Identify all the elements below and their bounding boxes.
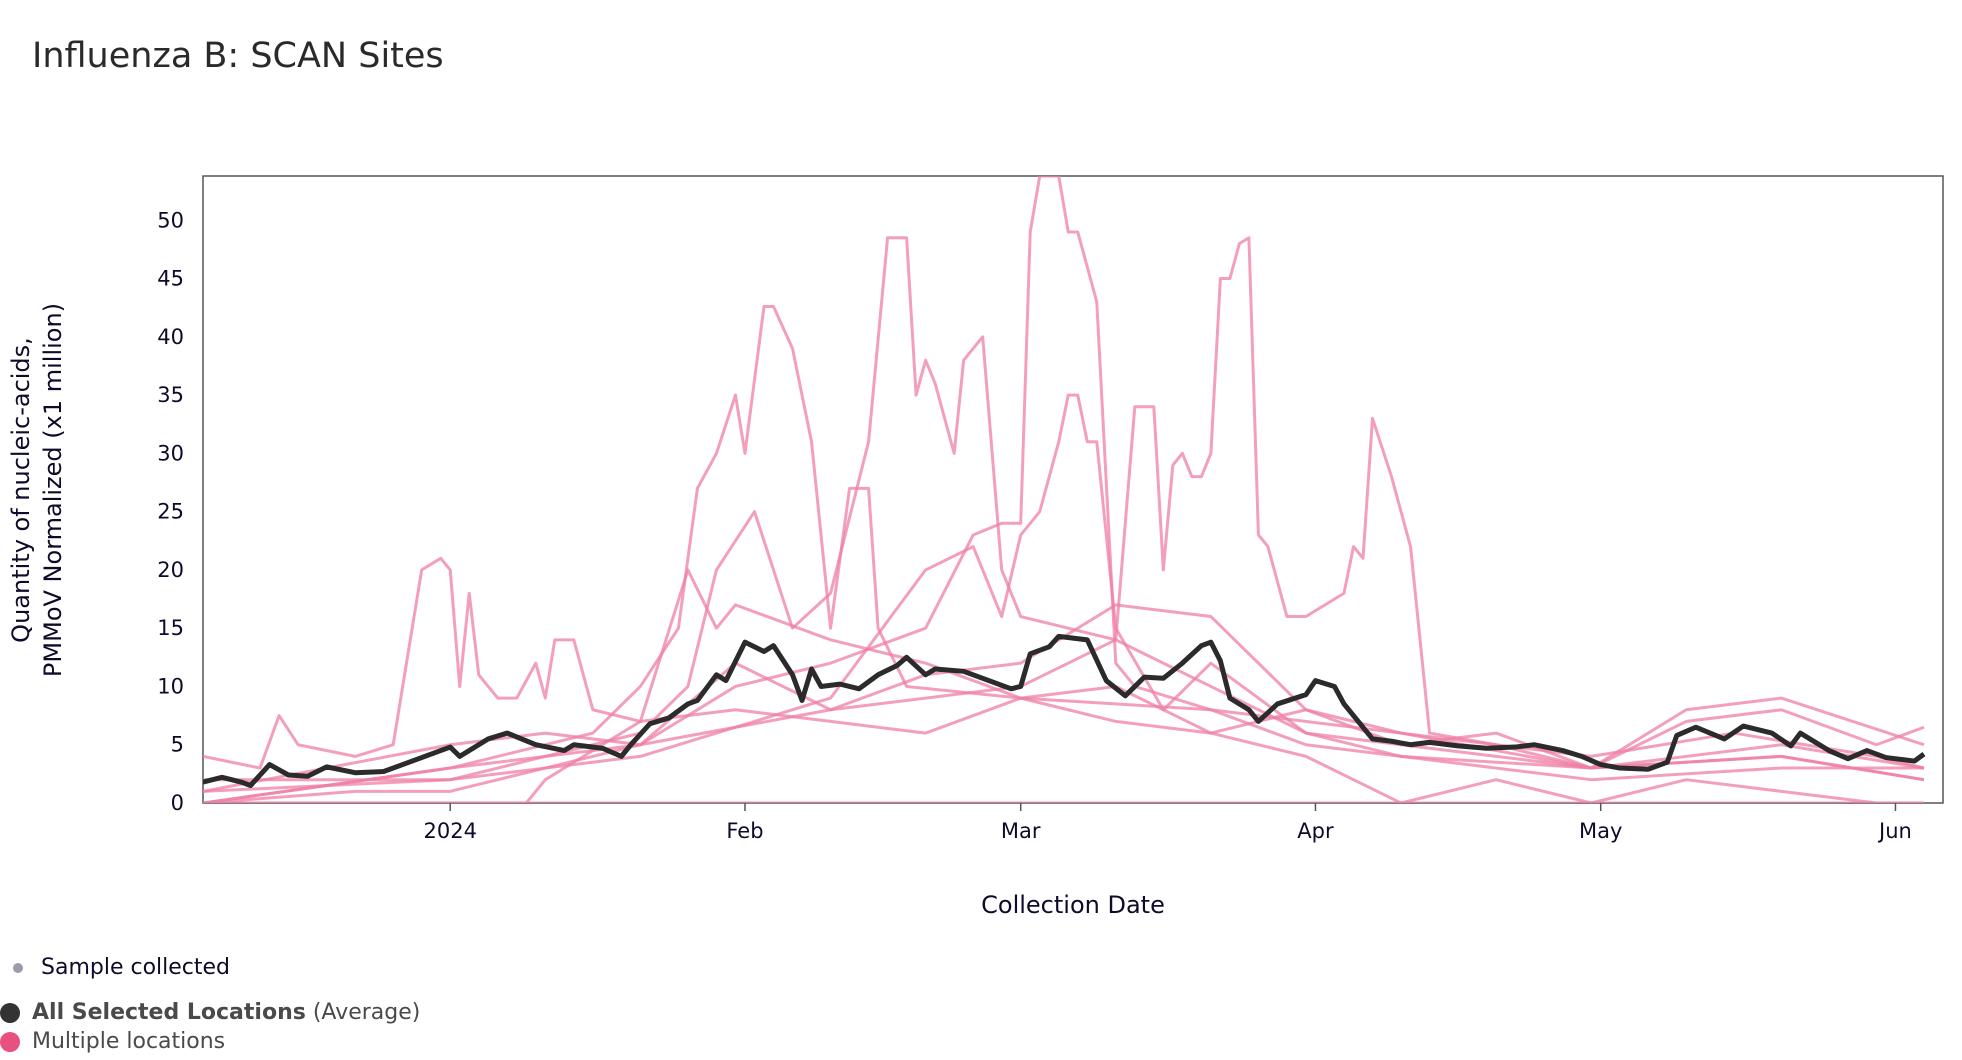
y-tick-label: 45 <box>157 267 184 291</box>
y-axis-label-line1: Quantity of nucleic-acids, <box>7 337 35 643</box>
y-tick-label: 20 <box>157 558 184 582</box>
y-tick-label: 30 <box>157 441 184 465</box>
y-tick-label: 50 <box>157 208 184 232</box>
location-series-line-8[interactable] <box>203 603 1925 793</box>
y-tick-label: 5 <box>171 733 184 757</box>
x-tick-label: Mar <box>1001 819 1041 843</box>
x-tick-label: May <box>1579 819 1622 843</box>
x-tick-label: 2024 <box>423 819 476 843</box>
legend-multiple-label: Multiple locations <box>32 1029 226 1054</box>
y-tick-label: 40 <box>157 325 184 349</box>
y-tick-label: 25 <box>157 500 184 524</box>
location-series-line-1[interactable] <box>203 176 1924 803</box>
x-axis-label: Collection Date <box>981 891 1165 919</box>
legend-sample-label: Sample collected <box>41 955 231 980</box>
chart-title: Influenza B: SCAN Sites <box>32 36 444 76</box>
x-tick-label: Feb <box>726 819 763 843</box>
location-series-line-4[interactable] <box>203 305 1925 803</box>
location-series-line-3[interactable] <box>203 236 1925 803</box>
legend-multiple-locations[interactable]: Multiple locations <box>0 1029 225 1054</box>
plot-frame <box>202 175 1944 804</box>
legend-sample-collected: Sample collected <box>13 955 230 980</box>
location-series-line-2[interactable] <box>203 236 1925 782</box>
y-tick-label: 35 <box>157 383 184 407</box>
y-tick-label: 0 <box>171 791 184 815</box>
average-dot-icon <box>0 1002 20 1023</box>
average-series-line[interactable] <box>203 633 1926 789</box>
legend-average[interactable]: All Selected Locations (Average) <box>0 1000 420 1025</box>
location-series-line-6[interactable] <box>203 393 1925 793</box>
sample-dot-icon <box>13 962 23 973</box>
location-series-line-5[interactable] <box>203 556 1925 770</box>
multiple-dot-icon <box>0 1031 20 1052</box>
legend-average-label: All Selected Locations <box>32 1000 306 1025</box>
x-tick-label: Apr <box>1297 819 1334 843</box>
legend-average-suffix: (Average) <box>312 1000 421 1025</box>
x-tick-label: Jun <box>1877 819 1912 843</box>
y-tick-label: 10 <box>157 674 184 698</box>
y-axis-label-line2: PMMoV Normalized (x1 million) <box>39 303 67 677</box>
y-tick-label: 15 <box>157 616 184 640</box>
